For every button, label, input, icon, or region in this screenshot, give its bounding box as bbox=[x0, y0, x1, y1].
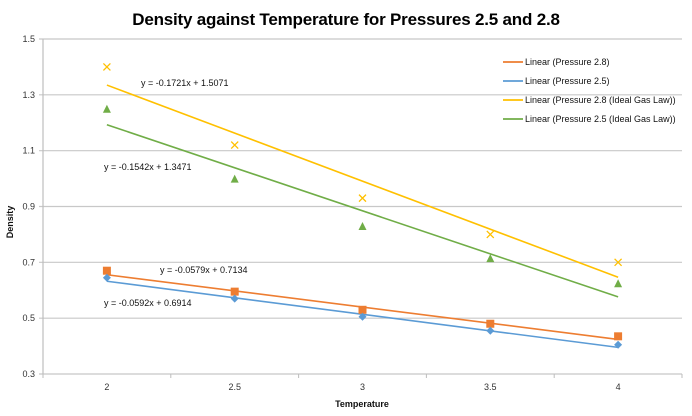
trendline-equation: y = -0.0592x + 0.6914 bbox=[104, 298, 192, 308]
y-axis-title: Density bbox=[5, 206, 15, 239]
chart-title: Density against Temperature for Pressure… bbox=[132, 10, 560, 29]
x-tick-label: 4 bbox=[616, 382, 621, 392]
legend-label: Linear (Pressure 2.8) bbox=[525, 57, 610, 67]
axes: 0.3 0.5 0.7 0.9 1.1 1.3 1.5 2 2.5 3 3.5 4 bbox=[22, 34, 683, 392]
legend-label: Linear (Pressure 2.5) bbox=[525, 76, 610, 86]
gridlines bbox=[39, 38, 682, 375]
data-point-x bbox=[358, 194, 367, 203]
data-point-triangle bbox=[102, 104, 111, 113]
data-point-diamond bbox=[358, 312, 367, 321]
data-point-x bbox=[102, 62, 111, 71]
legend-label: Linear (Pressure 2.8 (Ideal Gas Law)) bbox=[525, 95, 676, 105]
trendline bbox=[106, 123, 619, 298]
y-tick-label: 1.5 bbox=[22, 34, 35, 44]
data-point-square bbox=[614, 332, 623, 341]
data-point-x bbox=[486, 230, 495, 239]
markers bbox=[102, 62, 623, 349]
data-point-x bbox=[230, 141, 239, 150]
data-point-triangle bbox=[230, 174, 239, 183]
legend-label: Linear (Pressure 2.5 (Ideal Gas Law)) bbox=[525, 114, 676, 124]
trendline bbox=[106, 84, 619, 278]
data-point-square bbox=[230, 287, 239, 296]
y-tick-label: 0.3 bbox=[22, 369, 35, 379]
trendline-equation: y = -0.0579x + 0.7134 bbox=[160, 265, 248, 275]
trendline-equation: y = -0.1542x + 1.3471 bbox=[104, 162, 192, 172]
y-tick-label: 0.7 bbox=[22, 257, 35, 267]
x-axis-title: Temperature bbox=[335, 399, 389, 409]
data-point-diamond bbox=[102, 273, 111, 282]
data-point-x bbox=[614, 258, 623, 267]
y-tick-label: 1.1 bbox=[22, 146, 35, 156]
x-tick-label: 2.5 bbox=[228, 382, 241, 392]
data-point-diamond bbox=[230, 294, 239, 303]
y-tick-label: 0.9 bbox=[22, 202, 35, 212]
data-point-triangle bbox=[486, 254, 495, 263]
x-tick-label: 2 bbox=[104, 382, 109, 392]
data-point-square bbox=[358, 305, 367, 314]
trendline-equation: y = -0.1721x + 1.5071 bbox=[141, 78, 229, 88]
y-tick-label: 0.5 bbox=[22, 313, 35, 323]
data-point-square bbox=[486, 319, 495, 328]
trendline-equations: y = -0.0579x + 0.7134 y = -0.0592x + 0.69… bbox=[104, 78, 248, 308]
x-tick-label: 3.5 bbox=[484, 382, 497, 392]
legend: Linear (Pressure 2.8) Linear (Pressure 2.… bbox=[503, 57, 676, 124]
data-point-diamond bbox=[614, 340, 623, 349]
x-tick-label: 3 bbox=[360, 382, 365, 392]
data-point-diamond bbox=[486, 326, 495, 335]
data-point-triangle bbox=[614, 279, 623, 288]
data-point-triangle bbox=[358, 222, 367, 231]
data-point-square bbox=[102, 266, 111, 275]
y-tick-label: 1.3 bbox=[22, 90, 35, 100]
